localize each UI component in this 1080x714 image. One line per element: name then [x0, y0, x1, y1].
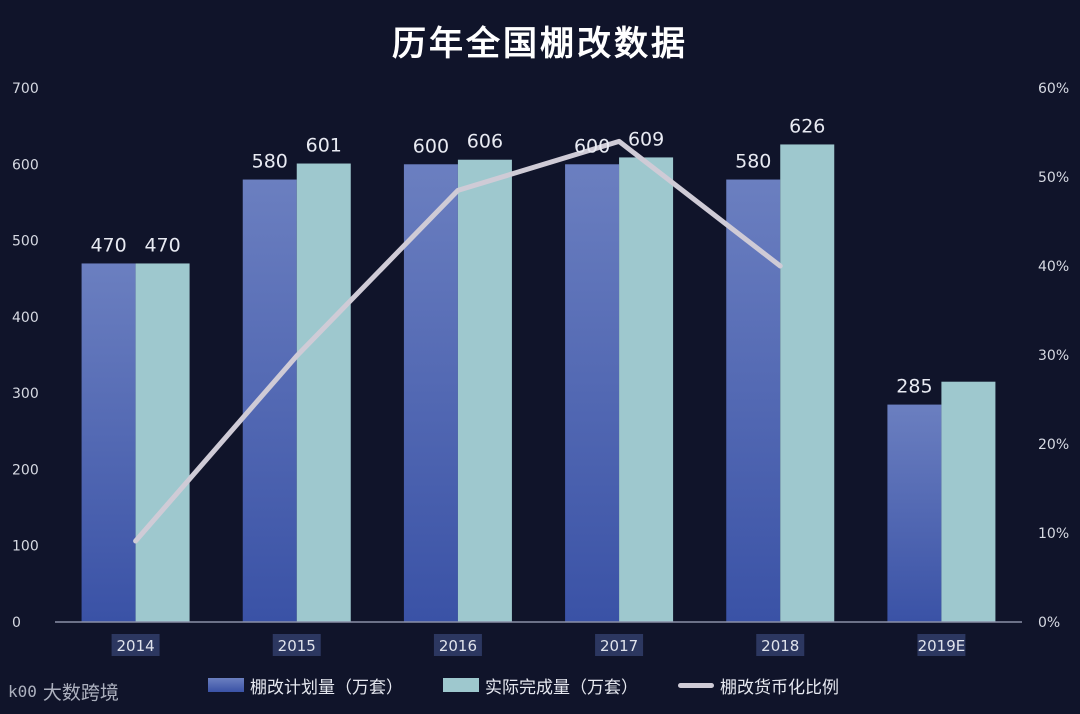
legend-item-actual[interactable]: 实际完成量（万套） [443, 673, 638, 698]
bar-plan [403, 164, 458, 623]
y-axis-right: 0% 10% 20% 30% 40% 50% 60% [1038, 81, 1069, 631]
data-labels-group: 470 470 580 601 600 606 600 609 580 626 285 [90, 115, 932, 397]
data-label-plan: 285 [896, 376, 932, 398]
x-tick-label-bg [272, 634, 321, 656]
data-label-plan: 600 [413, 135, 449, 157]
y-tick-label: 300 [12, 386, 39, 402]
x-tick-label-bg [111, 634, 160, 656]
bar-plan [242, 179, 297, 623]
y2-tick-label: 20% [1038, 437, 1069, 453]
legend-swatch-ratio [678, 682, 714, 688]
bar-plan [81, 263, 136, 622]
y2-tick-label: 40% [1038, 259, 1069, 275]
data-label-plan: 470 [90, 234, 126, 256]
legend-swatch-plan [208, 678, 244, 692]
bar-actual [135, 263, 190, 622]
y-tick-label: 100 [12, 539, 39, 555]
x-tick-label: 2015 [278, 637, 316, 655]
watermark-text: 大数跨境 [42, 682, 119, 704]
bar-plan [887, 404, 942, 622]
data-label-plan: 600 [574, 135, 610, 157]
y-tick-label: 700 [12, 81, 39, 97]
watermark: k00 大数跨境 [8, 678, 119, 705]
y2-tick-label: 0% [1038, 615, 1060, 631]
legend-item-ratio[interactable]: 棚改货币化比例 [678, 673, 839, 698]
bar-actual [780, 144, 835, 623]
legend-label-plan: 棚改计划量（万套） [250, 677, 403, 698]
x-tick-label: 2019E [918, 637, 966, 655]
y2-tick-label: 30% [1038, 348, 1069, 364]
bar-actual [457, 159, 512, 623]
x-tick-label: 2014 [116, 637, 154, 655]
bar-actual [941, 381, 996, 622]
x-tick-label-bg [917, 634, 966, 656]
bar-plan [726, 179, 781, 623]
legend-label-actual: 实际完成量（万套） [485, 677, 638, 698]
bar-plan [565, 164, 620, 623]
x-tick-label: 2017 [600, 637, 638, 655]
data-label-actual: 606 [467, 131, 503, 153]
y2-tick-label: 50% [1038, 170, 1069, 186]
y-tick-label: 400 [12, 310, 39, 326]
data-label-plan: 580 [252, 151, 288, 173]
legend-label-ratio: 棚改货币化比例 [720, 677, 839, 698]
ratio-line [133, 138, 783, 544]
bars-group [81, 144, 996, 623]
x-tick-label-bg [595, 634, 644, 656]
y2-tick-label: 10% [1038, 526, 1069, 542]
y-tick-label: 200 [12, 462, 39, 478]
data-label-plan: 580 [735, 151, 771, 173]
x-tick-label: 2018 [761, 637, 799, 655]
chart-title: 历年全国棚改数据 [392, 24, 688, 64]
y2-tick-label: 60% [1038, 81, 1069, 97]
legend-item-plan[interactable]: 棚改计划量（万套） [208, 673, 403, 698]
data-label-actual: 601 [306, 135, 342, 157]
data-label-actual: 626 [789, 115, 825, 137]
data-label-actual: 470 [144, 234, 180, 256]
data-label-actual: 609 [628, 128, 664, 150]
legend: 棚改计划量（万套） 实际完成量（万套） 棚改货币化比例 [208, 673, 879, 698]
bar-actual [296, 163, 351, 622]
x-axis-labels: 2014 2015 2016 2017 2018 2019E [111, 634, 966, 656]
y-tick-label: 0 [12, 615, 21, 631]
bar-actual [619, 157, 674, 623]
legend-swatch-actual [443, 678, 479, 692]
x-tick-label-bg [756, 634, 805, 656]
y-tick-label: 600 [12, 157, 39, 173]
y-tick-label: 500 [12, 234, 39, 250]
x-tick-label: 2016 [439, 637, 477, 655]
y-axis-left: 0 100 200 300 400 500 600 700 [12, 81, 39, 631]
watermark-logo: k00 [8, 682, 37, 701]
ratio-line-group [133, 138, 783, 544]
x-tick-label-bg [433, 634, 482, 656]
